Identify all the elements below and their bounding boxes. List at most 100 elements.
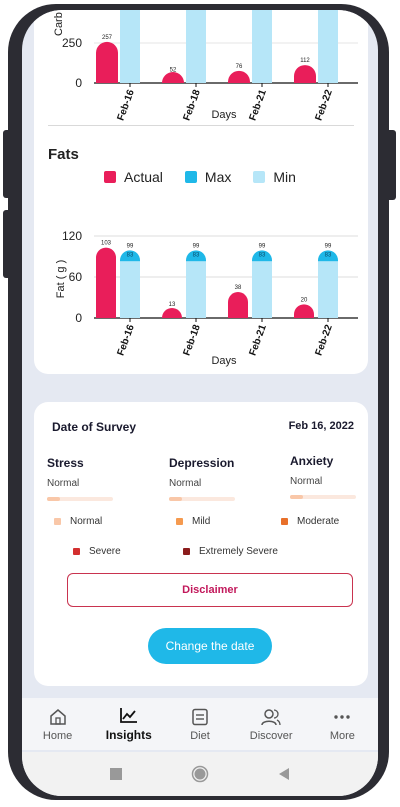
- y-tick-label: 0: [75, 76, 82, 90]
- metric-name: Anxiety: [290, 454, 334, 468]
- y-tick-label: 250: [62, 36, 82, 50]
- key-normal: Normal: [54, 516, 102, 527]
- actual-bar: [162, 308, 182, 318]
- nutrition-card: 250 0 Carb ( g ) 257 Feb-16 52 Feb-18 76 Feb-21 1…: [34, 10, 368, 374]
- tab-label: Discover: [249, 730, 293, 742]
- x-tick-label: Feb-18: [181, 323, 203, 357]
- bar-value-label: 257: [102, 35, 113, 41]
- bar-value-label: 103: [101, 241, 112, 247]
- bar-value-label: 20: [301, 297, 308, 303]
- key-dot: [54, 518, 61, 525]
- side-button-right: [386, 130, 396, 200]
- more-icon: [334, 715, 351, 719]
- bar-value-label: 83: [127, 252, 134, 258]
- bar-value-label: 83: [259, 252, 266, 258]
- insights-icon: [119, 708, 137, 723]
- actual-bar: [294, 304, 314, 318]
- tab-home[interactable]: Home: [23, 708, 93, 750]
- max-bar: [318, 250, 338, 262]
- bar-value-label: 83: [193, 252, 200, 258]
- min-bar: [120, 10, 140, 83]
- survey-heading: Date of Survey: [52, 420, 137, 434]
- key-extremely-severe: Extremely Severe: [183, 546, 278, 557]
- y-axis-title: Carb ( g ): [53, 10, 65, 36]
- key-dot: [281, 518, 288, 525]
- bar-value-label: 52: [170, 68, 177, 74]
- actual-bar: [294, 65, 316, 83]
- key-moderate: Moderate: [281, 516, 339, 527]
- actual-bar: [162, 72, 184, 83]
- system-nav-bar: [22, 752, 378, 796]
- legend-min-swatch: [253, 171, 266, 183]
- max-bar: [252, 250, 272, 262]
- y-axis-title: Fat ( g ): [55, 260, 67, 299]
- metric-value: Normal: [47, 478, 80, 489]
- metric-depression: Depression Normal: [169, 456, 259, 501]
- key-label: Extremely Severe: [199, 546, 278, 557]
- metric-value: Normal: [290, 476, 323, 487]
- key-mild: Mild: [176, 516, 210, 527]
- x-axis-title: Days: [211, 355, 237, 367]
- bar-value-label: 99: [259, 243, 266, 249]
- fats-legend: Actual Max Min: [104, 169, 318, 185]
- bar-value-label: 13: [169, 302, 176, 308]
- key-severe: Severe: [73, 546, 121, 557]
- actual-bar: [96, 247, 116, 318]
- bar-value-label: 76: [236, 64, 243, 70]
- legend-max: Max: [184, 169, 232, 185]
- fats-title: Fats: [48, 146, 79, 163]
- home-nav-icon[interactable]: [191, 765, 209, 783]
- bottom-tab-bar: Home Insights Diet Discover More: [22, 698, 378, 750]
- actual-bar: [96, 41, 118, 83]
- tab-insights[interactable]: Insights: [94, 706, 164, 750]
- legend-actual-swatch: [104, 171, 116, 183]
- metric-name: Depression: [169, 456, 235, 470]
- actual-bar: [228, 70, 250, 83]
- min-bar: [252, 10, 272, 83]
- legend-max-label: Max: [204, 169, 232, 185]
- y-tick-label: 60: [69, 270, 83, 284]
- max-bar: [120, 250, 140, 262]
- app-screen: 250 0 Carb ( g ) 257 Feb-16 52 Feb-18 76 Feb-21 1…: [22, 10, 378, 796]
- tab-label: Diet: [190, 730, 210, 742]
- disclaimer-button[interactable]: Disclaimer: [67, 573, 353, 607]
- tab-label: Home: [42, 730, 73, 742]
- bar-value-label: 99: [127, 243, 134, 249]
- y-tick-label: 0: [75, 311, 82, 325]
- diet-icon: [192, 708, 208, 726]
- legend-actual-label: Actual: [124, 169, 163, 185]
- min-bar: [120, 261, 140, 318]
- actual-bar: [228, 292, 248, 318]
- y-tick-label: 120: [62, 229, 82, 243]
- back-icon[interactable]: [277, 767, 291, 781]
- change-date-button[interactable]: Change the date: [148, 628, 272, 664]
- min-bar: [186, 10, 206, 83]
- metric-level-fill: [290, 495, 304, 499]
- bar-value-label: 99: [193, 243, 200, 249]
- max-bar: [186, 250, 206, 262]
- bar-value-label: 112: [300, 58, 310, 64]
- discover-icon: [261, 709, 281, 726]
- tab-label: More: [329, 730, 355, 742]
- min-bar: [186, 261, 206, 318]
- x-tick-label: Feb-21: [247, 323, 269, 357]
- metric-anxiety: Anxiety Normal: [290, 454, 378, 499]
- bar-value-label: 99: [325, 243, 332, 249]
- key-dot: [183, 548, 190, 555]
- metric-level-bar: [47, 497, 113, 501]
- x-tick-label: Feb-16: [115, 323, 137, 357]
- tab-label: Insights: [105, 728, 152, 742]
- metric-level-bar: [169, 497, 235, 501]
- tab-diet[interactable]: Diet: [165, 708, 235, 750]
- key-label: Mild: [192, 516, 211, 527]
- tab-discover[interactable]: Discover: [236, 708, 306, 750]
- legend-max-swatch: [184, 171, 197, 183]
- key-label: Moderate: [297, 516, 340, 527]
- tab-more[interactable]: More: [307, 708, 377, 750]
- fat-chart: 120 60 0 Fat ( g ) 99 83 103 Feb-16 99 83 13 Feb-18…: [55, 229, 358, 367]
- key-label: Severe: [89, 546, 121, 557]
- recents-icon[interactable]: [109, 767, 123, 781]
- min-bar: [252, 261, 272, 318]
- metric-level-bar: [290, 495, 356, 499]
